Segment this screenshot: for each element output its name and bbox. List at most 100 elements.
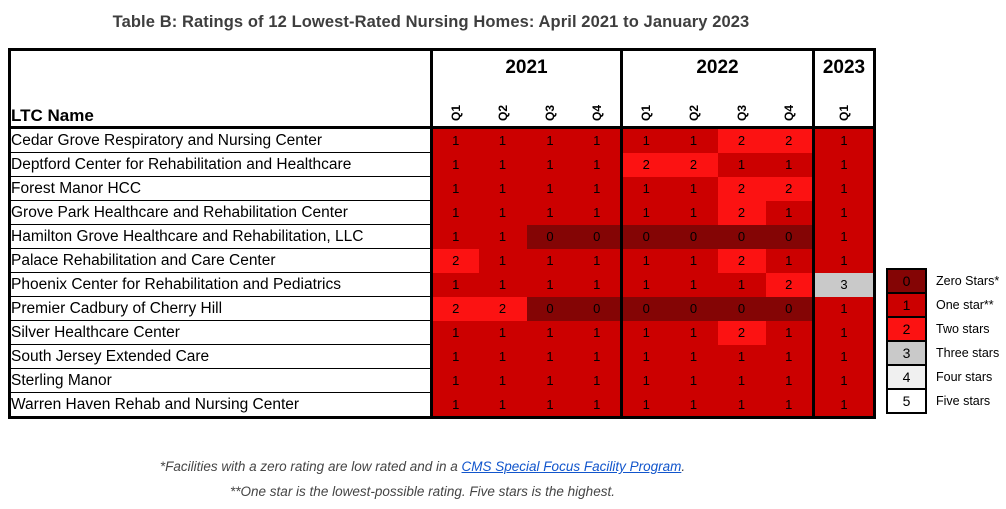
rating-cell: 1: [812, 200, 875, 225]
rating-cell: 1: [526, 320, 574, 345]
ltc-name-cell: Warren Haven Rehab and Nursing Center: [9, 392, 433, 418]
rating-cell: 2: [717, 320, 766, 345]
rating-cell: 1: [669, 200, 718, 225]
ratings-table: LTC Name 2021 2022 2023 Q1 Q2 Q3 Q4 Q1 Q2 Q3 Q4 Q1…: [8, 48, 876, 419]
rating-cell: 1: [573, 272, 622, 297]
rating-cell: 0: [669, 296, 718, 321]
table-row: Palace Rehabilitation and Care Center 2 1 1…: [9, 248, 875, 273]
table-header: LTC Name 2021 2022 2023 Q1 Q2 Q3 Q4 Q1 Q2 Q3 Q4 Q1: [9, 49, 875, 129]
legend-item: 5 Five stars: [886, 388, 999, 414]
rating-cell: 1: [812, 127, 875, 153]
footnote-zero-stars: *Facilities with a zero rating are low r…: [0, 454, 845, 479]
rating-cell: 1: [573, 200, 622, 225]
rating-cell: 0: [765, 224, 814, 249]
table-row: Premier Cadbury of Cherry Hill 2 2 0 0 0 0 0 0 1: [9, 296, 875, 321]
rating-cell: 1: [620, 127, 670, 153]
ltc-name-cell: Forest Manor HCC: [9, 176, 433, 201]
rating-cell: 1: [669, 392, 718, 418]
legend: 0 Zero Stars* 1 One star** 2 Two stars 3 Three …: [886, 268, 999, 414]
rating-cell: 1: [812, 392, 875, 418]
rating-cell: 2: [431, 248, 479, 273]
ltc-name-cell: Phoenix Center for Rehabilitation and Pe…: [9, 272, 433, 297]
rating-cell: 2: [717, 200, 766, 225]
table-row: Silver Healthcare Center 1 1 1 1 1 1 2 1 1: [9, 320, 875, 345]
rating-cell: 1: [620, 176, 670, 201]
legend-swatch: 5: [886, 388, 927, 414]
rating-cell: 0: [620, 296, 670, 321]
rating-cell: 1: [812, 320, 875, 345]
quarter-label: Q3: [543, 104, 557, 121]
rating-cell: 1: [478, 272, 527, 297]
rating-cell: 1: [620, 392, 670, 418]
rating-cell: 1: [431, 320, 479, 345]
rating-cell: 1: [765, 152, 814, 177]
rating-cell: 1: [526, 344, 574, 369]
rating-cell: 1: [669, 248, 718, 273]
rating-cell: 1: [573, 320, 622, 345]
quarter-header: Q1: [620, 84, 670, 129]
rating-cell: 1: [478, 224, 527, 249]
table-row: Deptford Center for Rehabilitation and H…: [9, 152, 875, 177]
rating-cell: 1: [478, 320, 527, 345]
rating-cell: 1: [526, 200, 574, 225]
legend-label: Five stars: [936, 394, 991, 408]
rating-cell: 1: [765, 368, 814, 393]
ltc-name-cell: Deptford Center for Rehabilitation and H…: [9, 152, 433, 177]
legend-label: Four stars: [936, 370, 993, 384]
legend-item: 2 Two stars: [886, 316, 999, 342]
quarter-label: Q4: [589, 104, 604, 121]
rating-cell: 1: [620, 368, 670, 393]
quarter-label: Q4: [781, 104, 796, 121]
rating-cell: 2: [669, 152, 718, 177]
legend-label: One star**: [936, 298, 994, 312]
ltc-name-cell: Premier Cadbury of Cherry Hill: [9, 296, 433, 321]
rating-cell: 1: [669, 368, 718, 393]
legend-label: Two stars: [936, 322, 990, 336]
year-header-2023: 2023: [812, 49, 875, 84]
rating-cell: 1: [812, 296, 875, 321]
legend-item: 0 Zero Stars*: [886, 268, 999, 294]
ltc-name-header: LTC Name: [9, 49, 433, 129]
rating-cell: 1: [717, 392, 766, 418]
rating-cell: 1: [717, 344, 766, 369]
rating-cell: 0: [620, 224, 670, 249]
rating-cell: 1: [526, 152, 574, 177]
rating-cell: 2: [620, 152, 670, 177]
rating-cell: 1: [717, 152, 766, 177]
rating-cell: 1: [669, 272, 718, 297]
rating-cell: 2: [765, 272, 814, 297]
rating-cell: 1: [478, 176, 527, 201]
rating-cell: 1: [526, 176, 574, 201]
rating-cell: 1: [620, 320, 670, 345]
table-row: Cedar Grove Respiratory and Nursing Cent…: [9, 127, 875, 153]
rating-cell: 1: [669, 176, 718, 201]
table-row: Phoenix Center for Rehabilitation and Pe…: [9, 272, 875, 297]
quarter-header: Q4: [765, 84, 814, 129]
table-row: Forest Manor HCC 1 1 1 1 1 1 2 2 1: [9, 176, 875, 201]
table-row: Hamilton Grove Healthcare and Rehabilita…: [9, 224, 875, 249]
rating-cell: 1: [812, 344, 875, 369]
quarter-header: Q2: [478, 84, 527, 129]
quarter-label: Q1: [639, 104, 654, 121]
rating-cell: 1: [526, 392, 574, 418]
rating-cell: 1: [573, 344, 622, 369]
table-row: Grove Park Healthcare and Rehabilitation…: [9, 200, 875, 225]
rating-cell: 1: [478, 368, 527, 393]
rating-cell: 1: [573, 176, 622, 201]
footnote-text: *Facilities with a zero rating are low r…: [159, 459, 462, 474]
footnotes: *Facilities with a zero rating are low r…: [0, 454, 845, 504]
quarter-header: Q2: [669, 84, 718, 129]
legend-item: 4 Four stars: [886, 364, 999, 390]
ltc-name-cell: Grove Park Healthcare and Rehabilitation…: [9, 200, 433, 225]
rating-cell: 1: [620, 248, 670, 273]
rating-cell: 1: [431, 392, 479, 418]
rating-cell: 1: [717, 272, 766, 297]
rating-cell: 1: [573, 368, 622, 393]
rating-cell: 1: [431, 152, 479, 177]
legend-label: Zero Stars*: [936, 274, 1000, 288]
ltc-name-cell: Palace Rehabilitation and Care Center: [9, 248, 433, 273]
legend-label: Three stars: [936, 346, 1000, 360]
rating-cell: 1: [526, 127, 574, 153]
cms-program-link[interactable]: CMS Special Focus Facility Program: [461, 459, 682, 474]
